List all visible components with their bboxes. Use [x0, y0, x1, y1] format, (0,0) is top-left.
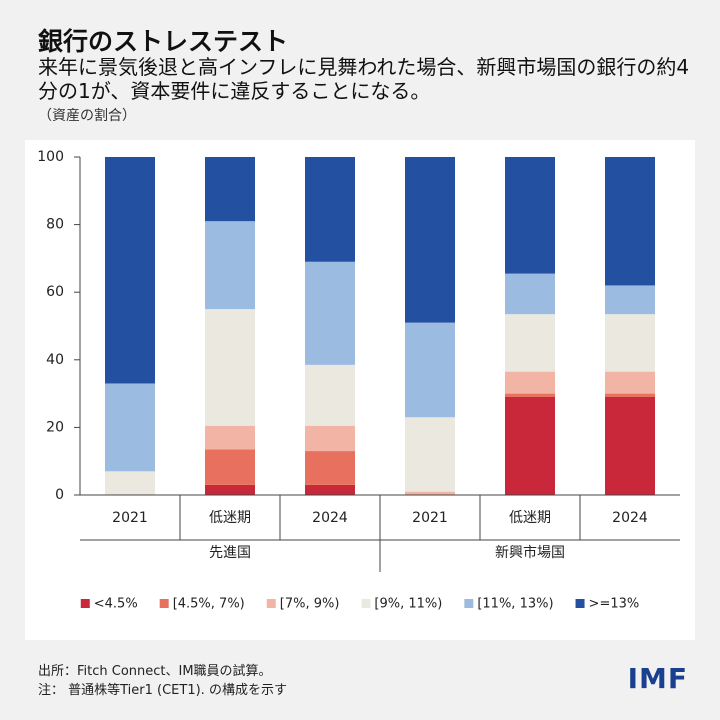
title: 銀行のストレステスト: [38, 27, 289, 56]
bar-segment: [405, 322, 455, 418]
bar-segment: [305, 484, 355, 495]
x-tick-label: 低迷期: [209, 510, 251, 526]
group-label: 新興市場国: [495, 544, 565, 561]
legend-label: [9%, 11%): [374, 597, 442, 612]
bar-segment: [305, 451, 355, 485]
bar-segment: [505, 157, 555, 274]
bar-segment: [305, 261, 355, 365]
bar-segment: [305, 364, 355, 426]
x-tick-label: 2024: [312, 510, 348, 526]
y-tick-label: 60: [46, 284, 64, 300]
bar-segment: [505, 371, 555, 394]
x-tick-label: 2024: [612, 510, 648, 526]
legend-label: <4.5%: [94, 597, 138, 612]
bar-segment: [205, 309, 255, 426]
legend-swatch: [575, 599, 585, 608]
legend-label: [4.5%, 7%): [173, 597, 245, 612]
legend-swatch: [266, 599, 276, 608]
bar-segment: [605, 371, 655, 394]
bar-segment: [405, 157, 455, 323]
x-tick-label: 2021: [112, 510, 148, 526]
bar-segment: [505, 273, 555, 315]
y-tick-label: 100: [37, 149, 64, 165]
bar-segment: [605, 396, 655, 495]
y-axis-note: （資産の割合）: [38, 108, 136, 124]
bar-segment: [205, 157, 255, 222]
y-tick-label: 40: [46, 352, 64, 368]
note: 注： 普通株等Tier1 (CET1). の構成を示す: [38, 683, 287, 698]
y-tick-label: 80: [46, 217, 64, 233]
bar-segment: [205, 221, 255, 310]
legend-label: [11%, 13%): [477, 597, 553, 612]
y-tick-label: 20: [46, 419, 64, 435]
legend-swatch: [464, 599, 474, 608]
bar-segment: [205, 484, 255, 495]
subtitle: 来年に景気後退と高インフレに見舞われた場合、新興市場国の銀行の約4分の1が、資本…: [38, 55, 690, 103]
bar-segment: [605, 314, 655, 372]
y-tick-label: 0: [55, 487, 64, 503]
legend-swatch: [361, 599, 371, 608]
legend-swatch: [80, 599, 90, 608]
bar-segment: [605, 393, 655, 397]
group-label: 先進国: [209, 545, 251, 561]
bar-segment: [505, 396, 555, 495]
legend-swatch: [159, 599, 169, 608]
bar-segment: [405, 491, 455, 495]
bar-segment: [505, 393, 555, 397]
bar-segment: [105, 157, 155, 384]
bar-segment: [305, 425, 355, 452]
logo: IMF: [627, 662, 688, 695]
bar-segment: [205, 449, 255, 485]
x-tick-label: 低迷期: [509, 510, 551, 526]
bar-segment: [605, 285, 655, 315]
x-tick-label: 2021: [412, 510, 448, 526]
legend-label: [7%, 9%): [280, 597, 340, 612]
bar-segment: [605, 157, 655, 286]
bar-segment: [405, 417, 455, 492]
bar-segment: [105, 471, 155, 495]
bar-segment: [505, 314, 555, 372]
legend-label: >=13%: [589, 597, 640, 612]
bar-segment: [105, 383, 155, 472]
source: 出所：Fitch Connect、IM職員の試算。: [38, 664, 272, 679]
bar-segment: [305, 157, 355, 262]
bar-segment: [205, 425, 255, 450]
